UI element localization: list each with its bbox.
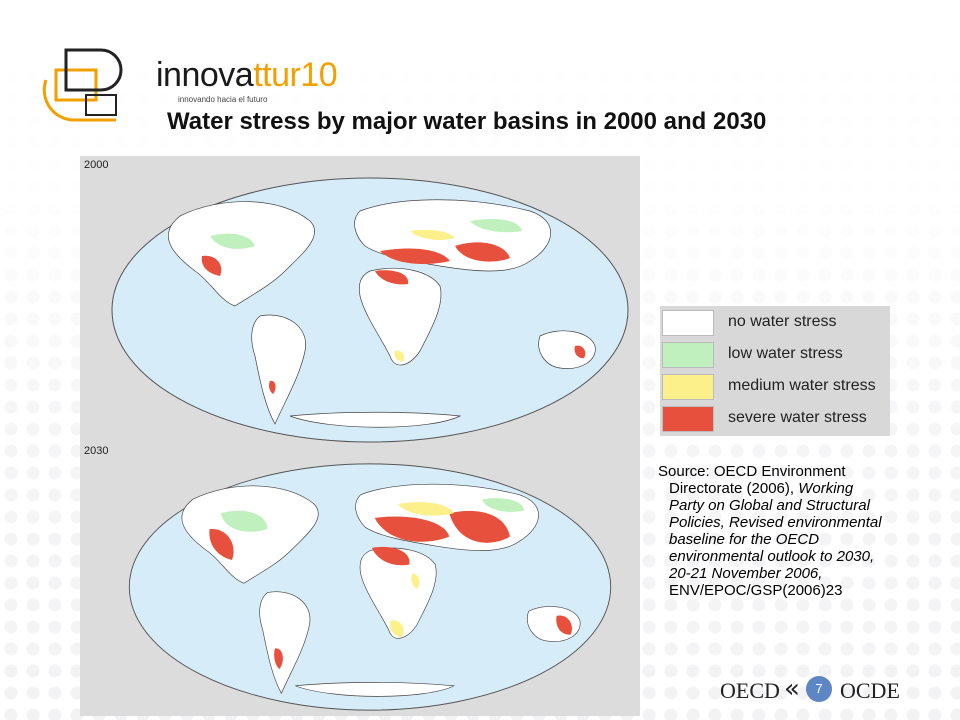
map-year-label-2030: 2030 <box>84 445 109 457</box>
logo-wordmark: innovattur10 <box>156 56 338 94</box>
antarctica <box>295 682 456 697</box>
oecd-footer: OECD « 7 OCDE <box>720 672 910 708</box>
slide-title: Water stress by major water basins in 20… <box>167 108 767 135</box>
legend-item-no-stress: no water stress <box>662 308 888 336</box>
source-line-6: environmental outlook to 2030, <box>669 548 875 565</box>
source-line-3: Party on Global and Structural <box>669 497 870 514</box>
legend-label: low water stress <box>728 345 843 362</box>
logo-mark-icon <box>42 48 123 122</box>
australia <box>538 330 596 369</box>
legend-swatch-medium-stress <box>662 374 714 400</box>
legend-swatch-low-stress <box>662 342 714 368</box>
map-year-label-2000: 2000 <box>84 159 109 171</box>
source-line-2: Directorate (2006), Working <box>669 480 854 497</box>
africa <box>359 547 437 639</box>
south-america <box>251 314 306 425</box>
logo-tagline: innovando hacia el futuro <box>178 95 268 104</box>
legend-item-medium-stress: medium water stress <box>662 372 888 400</box>
maps-panel: 2000 2030 <box>80 156 640 716</box>
north-america <box>181 485 319 584</box>
world-map-2000 <box>111 177 629 443</box>
legend-item-low-stress: low water stress <box>662 340 888 368</box>
source-line-4: Policies, Revised environmental <box>669 514 882 531</box>
source-line-5: baseline for the OECD <box>669 531 820 548</box>
africa <box>358 267 442 366</box>
legend-label: severe water stress <box>728 409 867 426</box>
south-america <box>259 591 311 695</box>
legend-item-severe-stress: severe water stress <box>662 404 888 432</box>
legend-swatch-severe-stress <box>662 406 714 432</box>
legend-label: medium water stress <box>728 377 876 394</box>
source-line-7: 20-21 November 2006, <box>669 565 823 582</box>
legend-swatch-no-stress <box>662 310 714 336</box>
world-map-2030 <box>128 463 612 711</box>
innovattur-logo: innovattur10 innovando hacia el futuro <box>36 40 338 130</box>
map-legend: no water stress low water stress medium … <box>660 306 890 436</box>
antarctica <box>289 411 462 428</box>
source-citation: Source: OECD Environment Directorate (20… <box>658 463 928 599</box>
source-line-8: ENV/EPOC/GSP(2006)23 <box>669 582 843 599</box>
source-line-1: Source: OECD Environment <box>658 463 846 480</box>
legend-label: no water stress <box>728 313 837 330</box>
oecd-chevron-icon: « <box>784 674 800 704</box>
page-number-badge: 7 <box>806 676 832 702</box>
ocde-logo-text: OCDE <box>840 678 900 703</box>
north-america <box>168 201 315 307</box>
oecd-logo-text: OECD <box>720 678 780 703</box>
